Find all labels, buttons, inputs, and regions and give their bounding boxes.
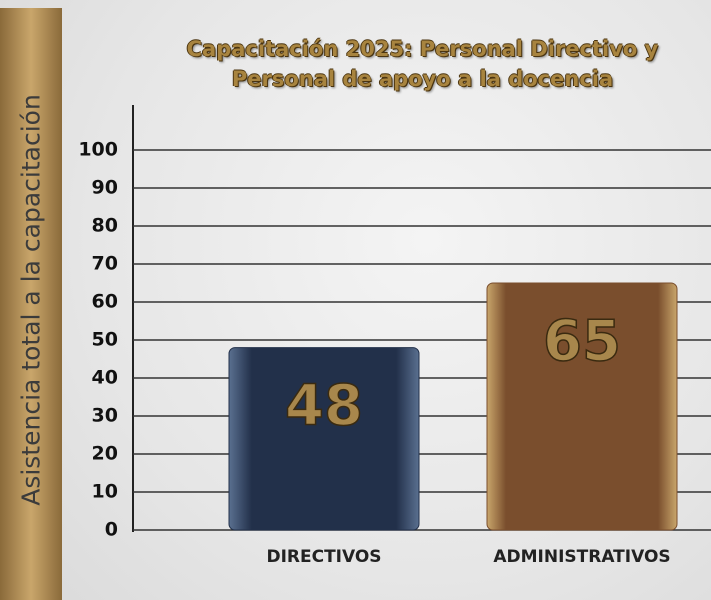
- y-tick-label: 60: [92, 291, 118, 313]
- y-tick-label: 30: [92, 405, 118, 427]
- y-tick-label: 50: [92, 329, 118, 351]
- data-label: 65: [543, 309, 621, 374]
- y-tick-label: 10: [92, 481, 118, 503]
- y-tick-label: 0: [105, 519, 118, 541]
- x-tick-label: DIRECTIVOS: [266, 547, 381, 567]
- y-tick-label: 40: [92, 367, 118, 389]
- y-tick-label: 80: [92, 215, 118, 237]
- y-tick-label: 90: [92, 177, 118, 199]
- chart: 0 10 20 30 40 50 60 70 80 90 100 DIRECTIVOS 48 ADMINI…: [0, 0, 711, 600]
- page: {"chart_data": {"type": "bar", "title": …: [0, 0, 711, 600]
- y-tick-label: 20: [92, 443, 118, 465]
- y-tick-label: 70: [92, 253, 118, 275]
- y-tick-label: 100: [78, 139, 118, 161]
- data-label: 48: [285, 374, 363, 439]
- x-tick-label: ADMINISTRATIVOS: [493, 547, 670, 567]
